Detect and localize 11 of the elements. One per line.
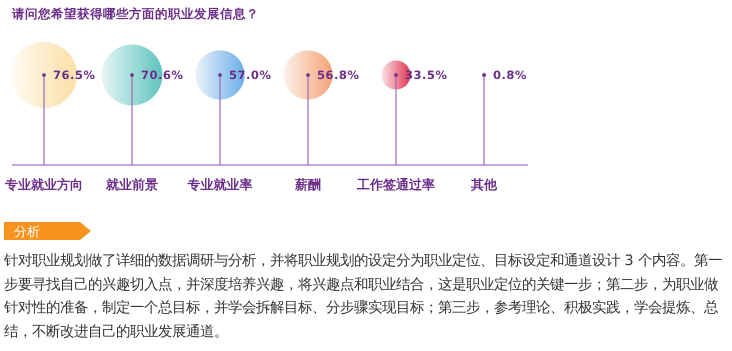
title: 请问您希望获得哪些方面的职业发展信息？ [12,6,259,21]
category-label: 工作签通过率 [356,177,435,193]
category-label: 专业就业率 [186,177,252,193]
text: 分析 [14,225,40,240]
text: 针对职业规划做了详细的数据调研与分析，并将职业规划的设定分为职业定位、目标设定和通道设计 3 个内容。第一步要寻找自己的兴趣切入点，并深度培养兴趣，将兴趣点和职业结合，这是职业定位的关键一步；第二步，为职业做针对性的准备，制定一个总目标，并学会拆解目标、分步骤实现目标；第三步，参考理论、积极实践，学会提炼、总结，不断改进自己的职业发展通道。 [4,252,724,342]
category-label: 薪酬 [294,177,321,193]
data-label: 76.5% [53,68,96,82]
data-label: 0.8% [493,68,527,82]
category-label: 其他 [470,178,498,193]
category-label: 就业前景 [105,177,158,193]
category-label: 专业就业方向 [4,177,83,193]
